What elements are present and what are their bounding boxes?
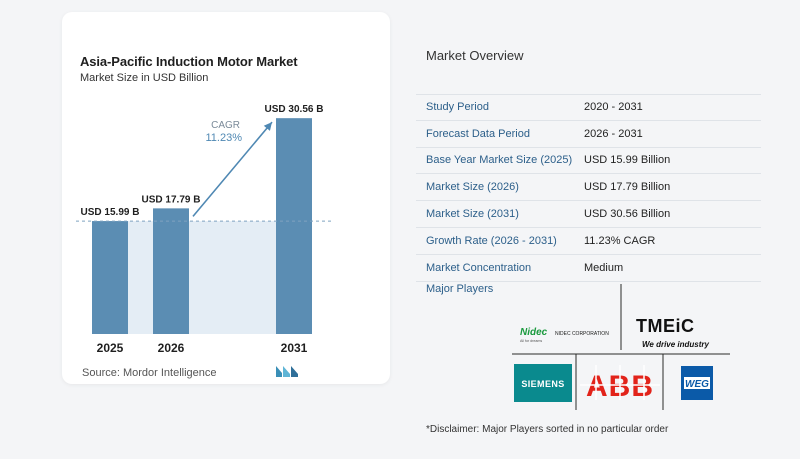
nidec-logo-text: Nidec bbox=[520, 327, 548, 338]
overview-row-value: Medium bbox=[584, 261, 624, 274]
tmeic-logo-text: TMEiC bbox=[636, 316, 695, 336]
major-players-title: Major Players bbox=[426, 283, 494, 295]
overview-row-label: Forecast Data Period bbox=[426, 127, 530, 140]
disclaimer: *Disclaimer: Major Players sorted in no … bbox=[426, 424, 669, 435]
tmeic-tagline: We drive industry bbox=[642, 340, 710, 349]
overview-row-value: USD 30.56 Billion bbox=[584, 208, 671, 221]
overview-row-label: Growth Rate (2026 - 2031) bbox=[426, 234, 557, 247]
major-players-logos: Nidec NIDEC CORPORATION All for dreams T… bbox=[512, 284, 730, 410]
overview-row-value: 2020 - 2031 bbox=[584, 101, 643, 114]
overview-row: Base Year Market Size (2025) USD 15.99 Bi… bbox=[416, 148, 761, 175]
overview-row: Market Concentration Medium bbox=[416, 255, 761, 282]
cagr-arrow-head bbox=[263, 122, 272, 131]
base-year-shade bbox=[92, 221, 312, 334]
overview-title: Market Overview bbox=[426, 48, 524, 63]
overview-row: Market Size (2026) USD 17.79 Billion bbox=[416, 174, 761, 202]
bar-2026 bbox=[153, 208, 189, 334]
tmeic-logo: TMEiC We drive industry bbox=[636, 316, 710, 349]
value-label-2031: USD 30.56 B bbox=[265, 104, 324, 115]
overview-row-value: 11.23% CAGR bbox=[584, 234, 656, 247]
bar-2025 bbox=[92, 221, 128, 334]
nidec-caption: NIDEC CORPORATION bbox=[555, 331, 609, 337]
cagr-arrow-line bbox=[192, 121, 273, 217]
chart-source: Source: Mordor Intelligence bbox=[82, 367, 217, 379]
chart-title: Asia-Pacific Induction Motor Market bbox=[80, 54, 298, 69]
overview-row: Study Period 2020 - 2031 bbox=[416, 94, 761, 121]
chart-subtitle: Market Size in USD Billion bbox=[80, 72, 209, 84]
overview-row-value: USD 15.99 Billion bbox=[584, 154, 671, 167]
overview-row-label: Study Period bbox=[426, 101, 489, 114]
category-label-2025: 2025 bbox=[97, 341, 124, 355]
bar-2031 bbox=[276, 118, 312, 334]
market-overview-panel: Market Overview Study Period 2020 - 2031 F… bbox=[416, 12, 800, 459]
overview-row: Market Size (2031) USD 30.56 Billion bbox=[416, 201, 761, 228]
value-label-2025: USD 15.99 B bbox=[81, 207, 140, 218]
chart-card: Asia-Pacific Induction Motor Market Mark… bbox=[62, 12, 390, 384]
overview-row: Forecast Data Period 2026 - 2031 bbox=[416, 121, 761, 148]
cagr-label: CAGR bbox=[211, 120, 240, 131]
value-label-2026: USD 17.79 B bbox=[142, 194, 201, 205]
category-label-2026: 2026 bbox=[158, 341, 185, 355]
nidec-logo: Nidec NIDEC CORPORATION All for dreams bbox=[520, 327, 609, 343]
siemens-logo-text: SIEMENS bbox=[521, 379, 564, 389]
overview-row-label: Market Size (2026) bbox=[426, 181, 519, 194]
overview-row-value: USD 17.79 Billion bbox=[584, 181, 671, 194]
overview-row: Growth Rate (2026 - 2031) 11.23% CAGR bbox=[416, 228, 761, 255]
overview-row-label: Market Size (2031) bbox=[426, 208, 519, 221]
weg-logo: WEG bbox=[681, 366, 713, 400]
overview-table: Study Period 2020 - 2031 Forecast Data Per… bbox=[416, 94, 761, 282]
cagr-value: 11.23% bbox=[206, 132, 243, 144]
siemens-logo: SIEMENS bbox=[514, 364, 572, 402]
nidec-tagline: All for dreams bbox=[520, 339, 542, 343]
mordor-intelligence-logo bbox=[276, 366, 298, 377]
weg-logo-text: WEG bbox=[685, 379, 709, 390]
category-label-2031: 2031 bbox=[281, 341, 308, 355]
abb-logo: ABB bbox=[580, 365, 660, 403]
overview-row-label: Market Concentration bbox=[426, 261, 532, 274]
overview-row-value: 2026 - 2031 bbox=[584, 127, 643, 140]
overview-row-label: Base Year Market Size (2025) bbox=[426, 154, 573, 167]
